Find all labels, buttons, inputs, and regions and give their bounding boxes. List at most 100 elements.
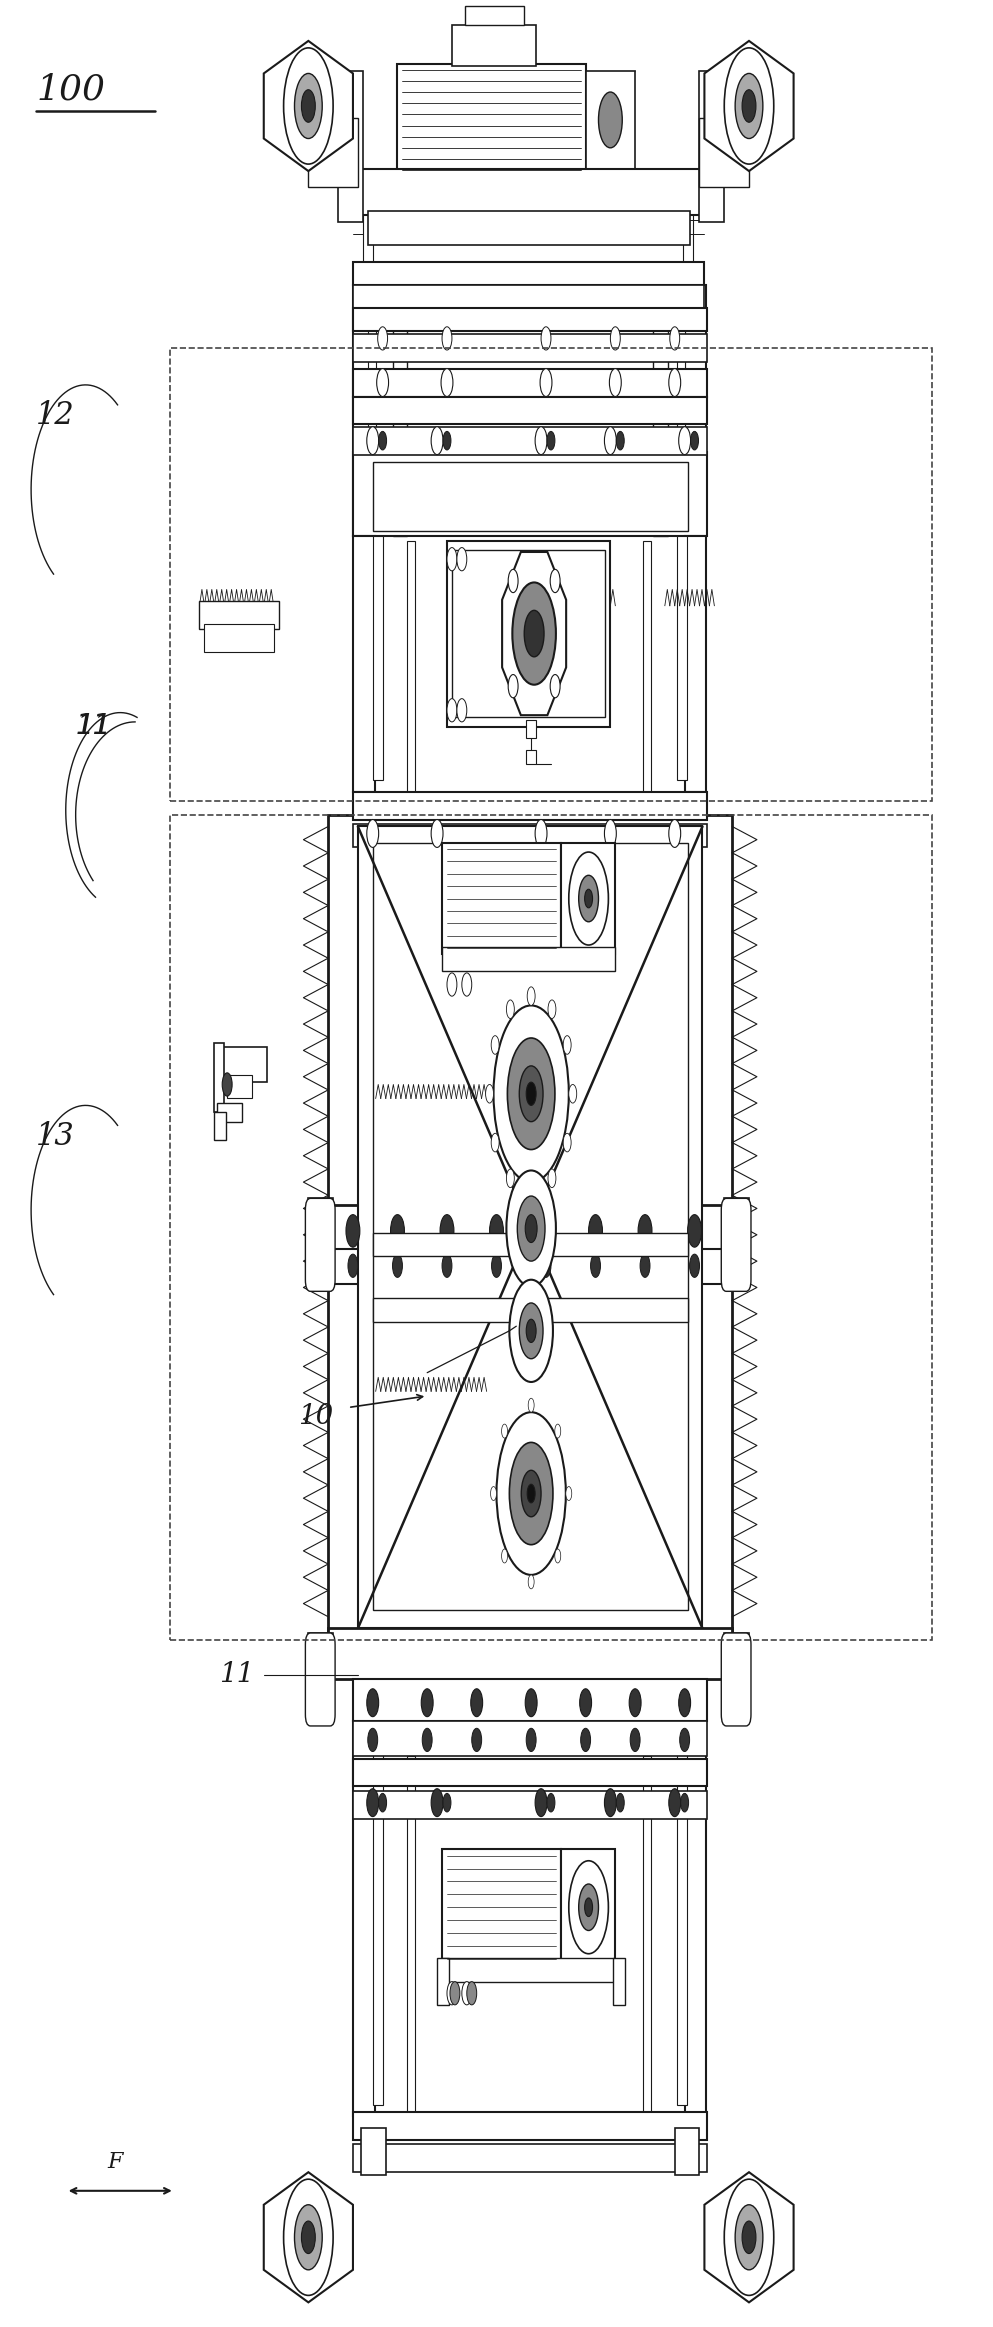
Circle shape bbox=[442, 1254, 452, 1278]
Circle shape bbox=[689, 1254, 699, 1278]
Circle shape bbox=[540, 368, 552, 396]
Bar bbox=[353, 368, 707, 396]
Circle shape bbox=[447, 547, 457, 570]
Circle shape bbox=[605, 819, 617, 847]
Circle shape bbox=[563, 1133, 571, 1152]
Circle shape bbox=[508, 675, 518, 698]
Circle shape bbox=[462, 973, 472, 996]
Bar bbox=[407, 1757, 415, 2118]
FancyBboxPatch shape bbox=[721, 1634, 751, 1727]
Circle shape bbox=[378, 1794, 386, 1813]
Bar bbox=[353, 791, 707, 819]
Polygon shape bbox=[704, 42, 793, 172]
Bar bbox=[372, 842, 687, 1610]
Circle shape bbox=[555, 1550, 561, 1564]
Bar bbox=[214, 1042, 224, 1112]
Bar bbox=[407, 540, 415, 791]
Circle shape bbox=[541, 326, 551, 349]
Bar bbox=[353, 1722, 707, 1757]
Circle shape bbox=[441, 368, 453, 396]
Circle shape bbox=[589, 1215, 603, 1247]
Bar bbox=[353, 426, 707, 454]
Circle shape bbox=[447, 1983, 457, 2006]
Bar bbox=[526, 719, 536, 738]
Bar bbox=[227, 1075, 252, 1098]
Circle shape bbox=[535, 426, 547, 454]
Circle shape bbox=[640, 1254, 650, 1278]
Circle shape bbox=[569, 1084, 577, 1103]
Circle shape bbox=[670, 326, 679, 349]
Circle shape bbox=[366, 1789, 378, 1817]
Bar bbox=[372, 461, 687, 531]
Bar bbox=[676, 1729, 686, 2106]
Bar bbox=[217, 1103, 242, 1122]
Circle shape bbox=[563, 1036, 571, 1054]
Circle shape bbox=[467, 1983, 477, 2006]
Bar bbox=[353, 535, 374, 791]
Bar bbox=[309, 1198, 333, 1287]
Bar bbox=[465, 7, 524, 26]
Polygon shape bbox=[264, 2171, 353, 2301]
FancyBboxPatch shape bbox=[306, 1198, 335, 1291]
Bar bbox=[353, 2143, 707, 2171]
Circle shape bbox=[631, 1729, 640, 1752]
Circle shape bbox=[501, 1550, 507, 1564]
Bar bbox=[684, 1722, 706, 2118]
Circle shape bbox=[492, 1036, 499, 1054]
Circle shape bbox=[569, 1862, 609, 1955]
Text: 12: 12 bbox=[36, 400, 74, 430]
Circle shape bbox=[506, 1170, 556, 1287]
Bar bbox=[338, 72, 362, 221]
Circle shape bbox=[605, 1789, 617, 1817]
Circle shape bbox=[605, 426, 617, 454]
Bar bbox=[367, 209, 689, 244]
Circle shape bbox=[669, 819, 680, 847]
Bar bbox=[170, 814, 932, 1641]
Circle shape bbox=[491, 1487, 496, 1501]
Bar bbox=[353, 333, 707, 361]
Bar bbox=[724, 1198, 749, 1287]
Circle shape bbox=[591, 1254, 601, 1278]
Text: F: F bbox=[107, 2150, 123, 2173]
Bar bbox=[328, 814, 732, 1634]
Text: 100: 100 bbox=[36, 72, 105, 107]
Bar bbox=[452, 549, 606, 717]
Polygon shape bbox=[264, 42, 353, 172]
Bar bbox=[372, 1729, 382, 2106]
Circle shape bbox=[492, 1254, 501, 1278]
Circle shape bbox=[617, 1794, 625, 1813]
Circle shape bbox=[462, 1983, 472, 2006]
Circle shape bbox=[687, 1215, 701, 1247]
Bar bbox=[614, 1959, 626, 2006]
Circle shape bbox=[527, 1485, 535, 1503]
Circle shape bbox=[295, 74, 322, 140]
Circle shape bbox=[611, 326, 621, 349]
Text: 11: 11 bbox=[219, 1661, 254, 1687]
Bar bbox=[397, 65, 586, 177]
Circle shape bbox=[638, 1215, 652, 1247]
Circle shape bbox=[678, 426, 690, 454]
Circle shape bbox=[507, 1038, 555, 1150]
Text: 10: 10 bbox=[299, 1403, 334, 1429]
Bar bbox=[653, 314, 668, 535]
Circle shape bbox=[443, 1794, 451, 1813]
Bar bbox=[309, 1634, 333, 1722]
Bar bbox=[353, 1759, 707, 1787]
Circle shape bbox=[547, 1794, 555, 1813]
Circle shape bbox=[527, 1182, 535, 1201]
Circle shape bbox=[527, 987, 535, 1005]
Bar bbox=[328, 1629, 732, 1680]
Circle shape bbox=[284, 2178, 333, 2294]
Circle shape bbox=[724, 49, 774, 165]
Bar bbox=[357, 826, 702, 1629]
Bar bbox=[674, 2129, 699, 2173]
FancyBboxPatch shape bbox=[721, 1198, 751, 1291]
Circle shape bbox=[528, 1399, 534, 1412]
Circle shape bbox=[599, 93, 623, 149]
Circle shape bbox=[679, 1729, 689, 1752]
Circle shape bbox=[526, 1729, 536, 1752]
Text: 13: 13 bbox=[36, 1122, 74, 1152]
Bar bbox=[442, 1850, 561, 1966]
Bar bbox=[437, 1959, 449, 2006]
Bar bbox=[170, 347, 932, 800]
